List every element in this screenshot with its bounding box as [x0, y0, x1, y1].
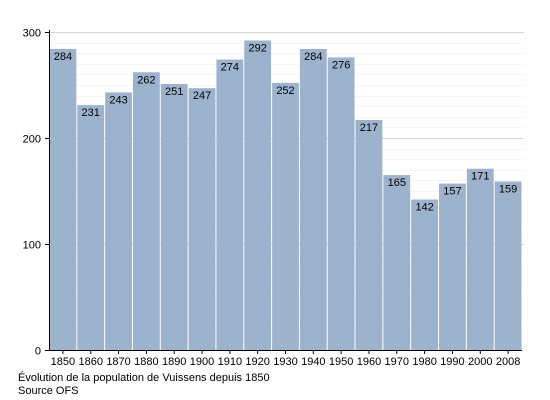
data-label: 231: [82, 107, 100, 119]
x-tick-label: 1870: [106, 356, 130, 368]
x-tick-label: 2000: [468, 356, 492, 368]
data-label: 274: [221, 62, 239, 74]
x-tick-label: 2008: [496, 356, 520, 368]
data-label: 284: [304, 51, 322, 63]
data-label: 292: [248, 42, 266, 54]
y-tick-label: 300: [23, 28, 41, 40]
data-label: 247: [193, 90, 211, 102]
data-label: 252: [276, 85, 294, 97]
x-tick-label: 1900: [190, 356, 214, 368]
bar-1860: [77, 105, 105, 350]
x-tick-label: 1850: [51, 356, 75, 368]
bar-1960: [355, 119, 383, 350]
x-tick-label: 1980: [412, 356, 436, 368]
bar-1910: [216, 59, 244, 351]
data-label: 276: [332, 59, 350, 71]
x-tick-label: 1990: [440, 356, 464, 368]
data-label: 142: [415, 201, 433, 213]
bar-1940: [299, 48, 327, 351]
chart-caption: Évolution de la population de Vuissens d…: [18, 372, 270, 384]
bar-1880: [132, 72, 160, 350]
x-tick-label: 1910: [218, 356, 242, 368]
data-label: 165: [388, 177, 406, 189]
bar-1920: [244, 40, 272, 350]
x-tick-label: 1890: [162, 356, 186, 368]
data-label: 171: [471, 171, 489, 183]
bar-1890: [160, 83, 188, 350]
bars: [49, 40, 522, 351]
bar-1870: [105, 92, 132, 351]
y-tick-label: 200: [23, 134, 41, 146]
data-label: 217: [360, 122, 378, 134]
bar-2000: [466, 168, 494, 350]
x-tick-label: 1860: [78, 356, 102, 368]
data-label: 157: [443, 186, 461, 198]
bar-1990: [439, 183, 466, 350]
y-tick-label: 0: [35, 346, 41, 358]
bar-2008: [494, 181, 522, 350]
data-labels: 284 231 243 262 251 247 274 292 252 284 276 217 165 1…: [54, 42, 518, 213]
x-tick-label: 1970: [385, 356, 409, 368]
x-tick-label: 1940: [301, 356, 325, 368]
data-label: 262: [137, 74, 155, 86]
bar-1930: [272, 82, 299, 350]
bar-1950: [327, 57, 355, 350]
bar-1970: [383, 175, 411, 350]
x-tick-label: 1880: [134, 356, 158, 368]
bar-1850: [49, 48, 77, 351]
bar-1980: [411, 199, 439, 350]
data-label: 251: [165, 86, 183, 98]
x-tick-label: 1920: [245, 356, 269, 368]
x-tick-label: 1960: [357, 356, 381, 368]
data-label: 284: [54, 51, 72, 63]
x-tick-label: 1950: [329, 356, 353, 368]
x-tick-label: 1930: [273, 356, 297, 368]
chart-source: Source OFS: [18, 385, 79, 397]
bar-1900: [188, 88, 216, 351]
y-tick-label: 100: [23, 240, 41, 252]
data-label: 243: [109, 94, 127, 106]
data-label: 159: [499, 183, 517, 195]
